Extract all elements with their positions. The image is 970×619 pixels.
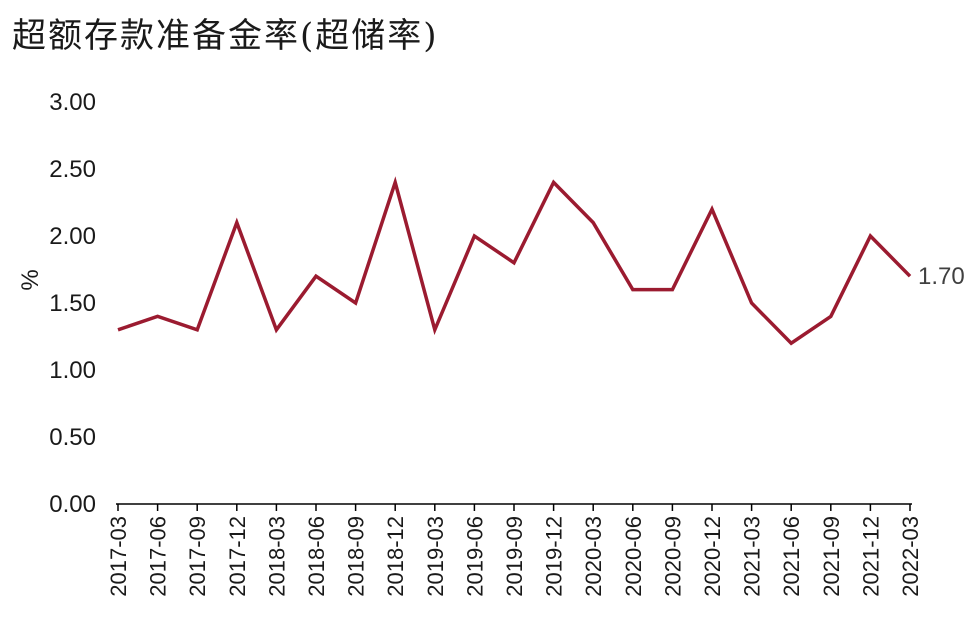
x-tick-label: 2021-12 <box>858 516 883 597</box>
x-tick-label: 2021-09 <box>819 516 844 597</box>
x-tick-label: 2020-12 <box>700 516 725 597</box>
x-tick-label: 2019-06 <box>462 516 487 597</box>
y-tick-label: 1.50 <box>49 290 96 317</box>
x-tick-label: 2020-03 <box>581 516 606 597</box>
chart-title: 超额存款准备金率(超储率) <box>12 16 439 56</box>
y-tick-label: 0.50 <box>49 424 96 451</box>
x-axis: 2017-03 2017-06 2017-09 2017-12 2018-03 2018-… <box>106 503 923 597</box>
series-group: 1.70 <box>117 176 965 346</box>
y-tick-label: 2.50 <box>49 156 96 183</box>
y-axis-title: % <box>17 269 44 290</box>
x-tick-label: 2019-12 <box>542 516 567 597</box>
y-axis: 0.00 0.50 1.00 1.50 2.00 2.50 3.00 <box>49 89 96 518</box>
x-tick-label: 2022-03 <box>898 516 923 597</box>
x-tick-label: 2019-09 <box>502 516 527 597</box>
series-line <box>117 176 912 346</box>
x-tick-label: 2019-03 <box>423 516 448 597</box>
y-tick-label: 1.00 <box>49 357 96 384</box>
x-tick-label: 2021-03 <box>740 516 765 597</box>
x-tick-label: 2017-03 <box>106 516 131 597</box>
x-tick-label: 2018-09 <box>344 516 369 597</box>
x-tick-label: 2017-06 <box>146 516 171 597</box>
x-tick-label: 2017-09 <box>185 516 210 597</box>
y-tick-label: 3.00 <box>49 89 96 116</box>
x-tick-label: 2020-06 <box>621 516 646 597</box>
x-tick-label: 2017-12 <box>225 516 250 597</box>
x-tick-label: 2021-06 <box>779 516 804 597</box>
y-tick-label: 2.00 <box>49 223 96 250</box>
x-tick-label: 2020-09 <box>660 516 685 597</box>
x-tick-label: 2018-06 <box>304 516 329 597</box>
x-tick-label: 2018-12 <box>383 516 408 597</box>
y-tick-label: 0.00 <box>49 491 96 518</box>
x-tick-label: 2018-03 <box>264 516 289 597</box>
last-value-label: 1.70 <box>918 263 965 290</box>
